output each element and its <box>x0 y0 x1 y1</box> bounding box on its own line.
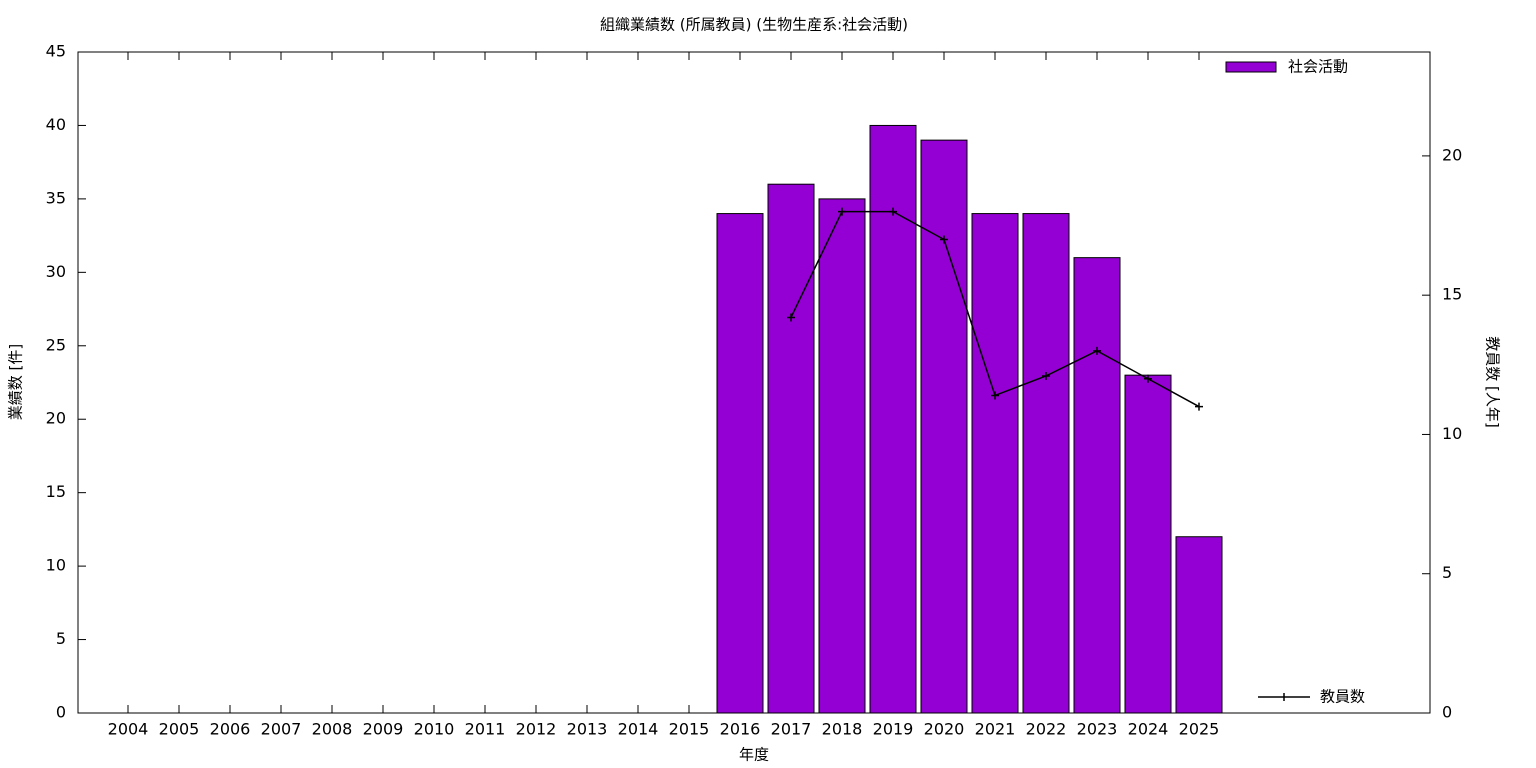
y-tick-label: 30 <box>46 262 66 281</box>
x-tick-label: 2021 <box>975 720 1016 739</box>
bar <box>1022 213 1070 714</box>
y2-tick-label: 5 <box>1442 563 1452 582</box>
x-tick-label: 2005 <box>159 720 200 739</box>
point-marker <box>838 207 846 216</box>
x-tick-label: 2007 <box>261 720 302 739</box>
y-tick-label: 20 <box>46 409 66 428</box>
x-tick-label: 2014 <box>618 720 659 739</box>
bar <box>971 213 1019 714</box>
y2-tick-label: 15 <box>1442 285 1462 304</box>
x-tick-label: 2015 <box>669 720 710 739</box>
y2-tick-label: 20 <box>1442 145 1462 164</box>
x-tick-label: 2004 <box>108 720 149 739</box>
y-tick-label: 0 <box>56 703 66 722</box>
point-marker <box>1144 374 1152 383</box>
y-tick-label: 25 <box>46 335 66 354</box>
x-tick-label: 2016 <box>720 720 761 739</box>
bar <box>869 124 917 714</box>
bar <box>920 139 968 714</box>
point-marker <box>787 313 795 322</box>
bar <box>818 198 866 714</box>
bar <box>716 213 764 714</box>
x-tick-label: 2006 <box>210 720 251 739</box>
x-tick-label: 2018 <box>822 720 863 739</box>
x-tick-label: 2022 <box>1026 720 1067 739</box>
legend-swatch <box>1258 693 1310 701</box>
bar <box>767 183 815 714</box>
bar <box>1073 257 1121 714</box>
x-tick-label: 2019 <box>873 720 914 739</box>
y2-tick-label: 10 <box>1442 424 1462 443</box>
y-tick-label: 35 <box>46 188 66 207</box>
x-tick-label: 2010 <box>414 720 455 739</box>
x-tick-label: 2009 <box>363 720 404 739</box>
point-marker <box>1042 371 1050 380</box>
x-tick-label: 2024 <box>1128 720 1169 739</box>
x-tick-label: 2023 <box>1077 720 1118 739</box>
y2-tick-label: 0 <box>1442 703 1452 722</box>
y-tick-label: 15 <box>46 482 66 501</box>
x-tick-label: 2008 <box>312 720 353 739</box>
x-tick-label: 2012 <box>516 720 557 739</box>
legend-swatch <box>1225 61 1277 73</box>
x-tick-label: 2011 <box>465 720 506 739</box>
point-marker <box>1093 346 1101 355</box>
y-tick-label: 45 <box>46 42 66 61</box>
y-tick-label: 5 <box>56 629 66 648</box>
x-tick-label: 2017 <box>771 720 812 739</box>
bar <box>1175 536 1223 714</box>
chart-title: 組織業績数 (所属教員) (生物生産系:社会活動) <box>600 16 908 34</box>
y-tick-label: 10 <box>46 556 66 575</box>
legend-label: 社会活動 <box>1288 58 1348 76</box>
point-marker <box>940 235 948 244</box>
x-tick-label: 2013 <box>567 720 608 739</box>
x-axis-label: 年度 <box>739 746 769 764</box>
x-tick-label: 2025 <box>1179 720 1220 739</box>
point-marker <box>889 207 897 216</box>
y2-axis-label: 教員数 [人年] <box>1484 336 1502 427</box>
point-marker <box>991 391 999 400</box>
y-axis-label: 業績数 [件] <box>7 344 25 420</box>
bar <box>1124 374 1172 714</box>
legend-label: 教員数 <box>1320 688 1365 706</box>
y-tick-label: 40 <box>46 115 66 134</box>
x-tick-label: 2020 <box>924 720 965 739</box>
point-marker <box>1195 402 1203 411</box>
